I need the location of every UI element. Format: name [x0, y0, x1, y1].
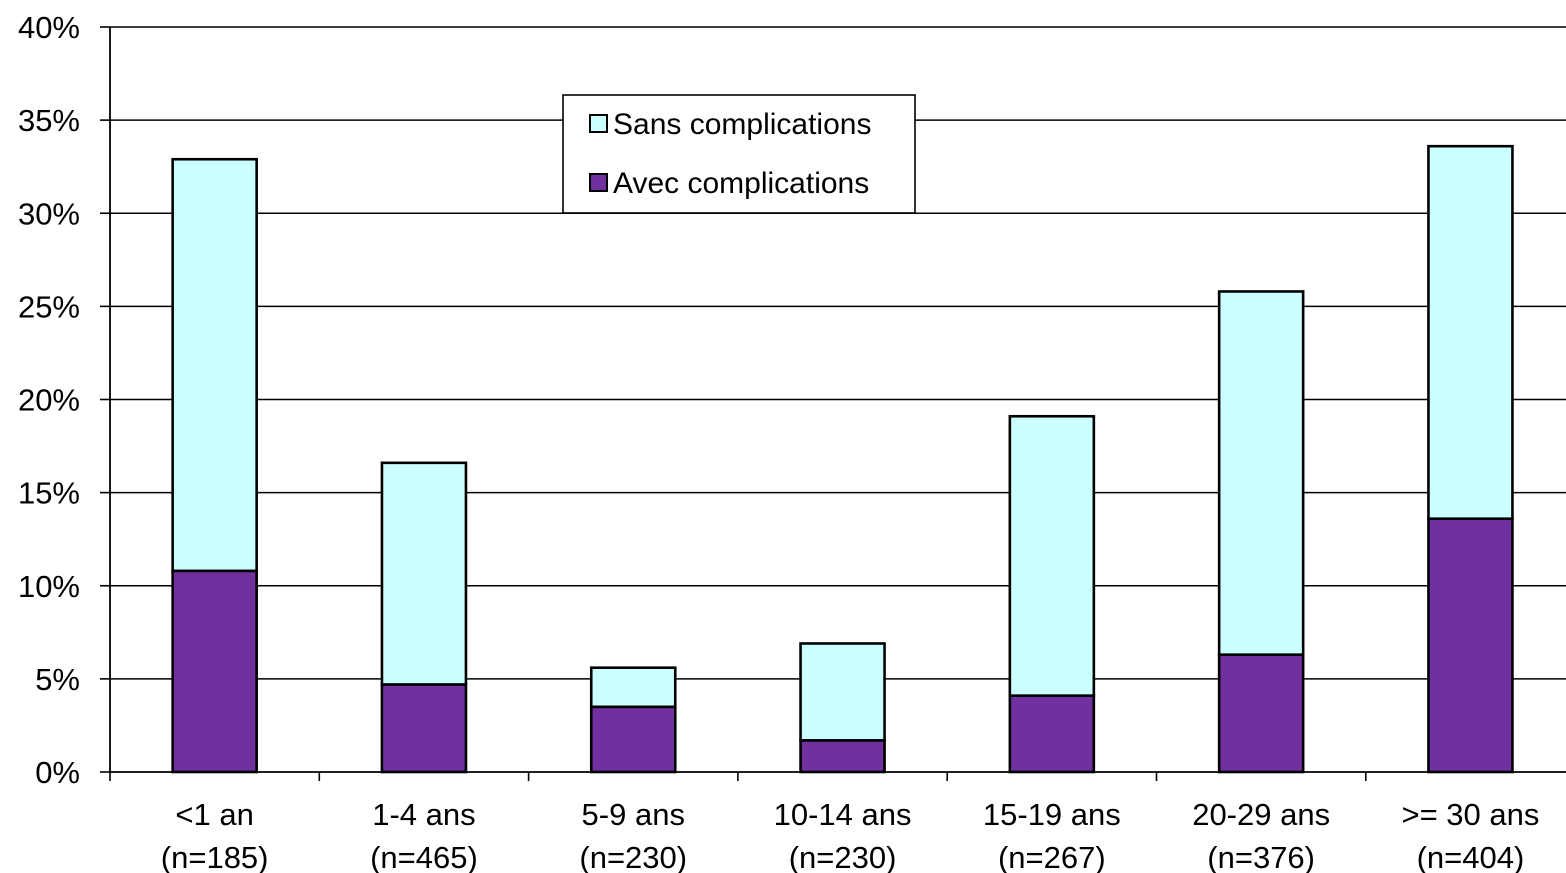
legend-swatch	[589, 173, 608, 192]
bar-segment-avec-complications	[171, 569, 258, 774]
x-category-label: 10-14 ans	[774, 797, 912, 832]
bar-segment-avec-complications	[1217, 653, 1305, 774]
bars	[171, 144, 1514, 774]
bar-segment-avec-complications	[1008, 694, 1096, 774]
x-category-count: (n=185)	[161, 840, 269, 873]
y-tick-label: 30%	[18, 196, 80, 231]
y-tick-label: 15%	[18, 476, 80, 511]
bar-segment-sans-complications	[1427, 144, 1514, 520]
x-category-label: 1-4 ans	[372, 797, 475, 832]
x-category-label: 15-19 ans	[983, 797, 1121, 832]
axes	[100, 26, 1566, 781]
y-tick-label: 25%	[18, 289, 80, 324]
y-tick-label: 10%	[18, 569, 80, 604]
x-category-count: (n=230)	[579, 840, 687, 873]
legend-swatch	[589, 114, 608, 133]
y-tick-label: 20%	[18, 383, 80, 418]
bar-segment-sans-complications	[799, 642, 886, 742]
x-category-label: <1 an	[175, 797, 253, 832]
y-tick-label: 0%	[35, 755, 80, 790]
bar-segment-sans-complications	[171, 157, 258, 573]
bar-segment-sans-complications	[1217, 290, 1305, 656]
legend-label: Avec complications	[613, 167, 869, 200]
bar-segment-avec-complications	[589, 705, 677, 774]
x-category-count: (n=404)	[1417, 840, 1525, 873]
legend-box	[562, 94, 916, 214]
y-tick-labels: 0% 5% 10% 15% 20% 25% 30% 35% 40%	[18, 10, 80, 790]
x-category-count: (n=267)	[998, 840, 1106, 873]
y-tick-label: 40%	[18, 10, 80, 45]
x-category-count: (n=465)	[370, 840, 478, 873]
x-category-count: (n=230)	[789, 840, 897, 873]
bar-segment-sans-complications	[589, 666, 677, 709]
bar-segment-avec-complications	[380, 683, 468, 774]
bar-segment-sans-complications	[1008, 414, 1096, 697]
x-category-label: 5-9 ans	[582, 797, 685, 832]
x-category-label: 20-29 ans	[1192, 797, 1330, 832]
bar-segment-avec-complications	[799, 739, 886, 774]
bar-segment-avec-complications	[1427, 517, 1514, 774]
legend-label: Sans complications	[613, 108, 871, 141]
legend: Sans complications Avec complications	[562, 94, 916, 214]
x-category-labels: <1 an (n=185) 1-4 ans (n=465) 5-9 ans (n=230)…	[161, 797, 1540, 873]
y-tick-label: 5%	[35, 662, 80, 697]
y-tick-label: 35%	[18, 103, 80, 138]
x-category-count: (n=376)	[1207, 840, 1315, 873]
x-category-label: >= 30 ans	[1401, 797, 1539, 832]
bar-segment-sans-complications	[380, 461, 468, 686]
